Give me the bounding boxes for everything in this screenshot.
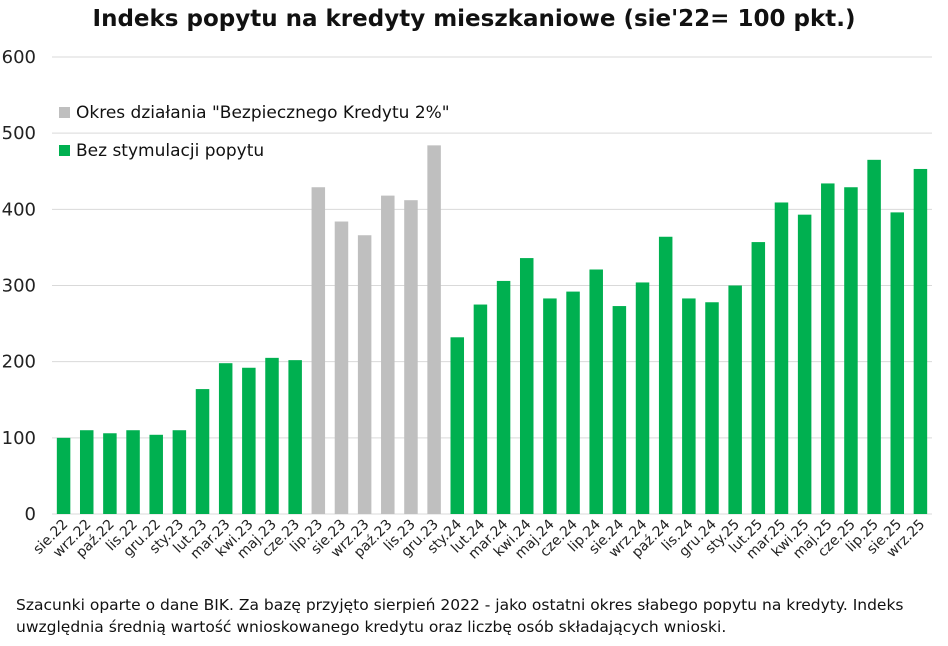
bar	[103, 433, 117, 514]
bar	[519, 258, 534, 514]
y-tick-label: 0	[25, 504, 36, 525]
bar	[381, 195, 395, 514]
legend-swatch	[59, 145, 70, 156]
bar-chart: 0 100 200 300 400 500 600 sie.22wrz.22paź.22li…	[2, 47, 932, 562]
bar	[682, 298, 696, 514]
bar	[357, 235, 372, 515]
bar	[334, 221, 349, 514]
bar	[867, 159, 881, 514]
bar	[427, 145, 441, 514]
bar	[566, 291, 580, 514]
y-tick-label: 500	[2, 123, 36, 144]
bar	[195, 389, 210, 514]
bar	[890, 212, 905, 514]
bars	[56, 145, 928, 515]
bar	[797, 214, 812, 515]
bar	[404, 200, 418, 514]
bar	[612, 306, 627, 514]
bar	[450, 337, 465, 514]
bar	[218, 363, 233, 514]
bar	[913, 168, 928, 514]
y-tick-label: 100	[2, 428, 36, 449]
bar	[265, 357, 279, 514]
bar	[56, 437, 71, 514]
bar	[751, 242, 766, 514]
legend-swatch	[59, 107, 70, 118]
bar	[172, 430, 187, 514]
bar	[705, 302, 719, 514]
bar	[821, 183, 835, 515]
bar	[126, 430, 140, 514]
chart-title: Indeks popytu na kredyty mieszkaniowe (s…	[92, 6, 856, 32]
legend-label: Bez stymulacji popytu	[76, 141, 264, 161]
bar	[658, 236, 673, 514]
bar	[473, 304, 488, 514]
bar	[79, 430, 94, 514]
bar	[844, 187, 858, 514]
bar	[149, 434, 163, 514]
x-axis: sie.22wrz.22paź.22lis.22gru.22sty.23lut.…	[30, 516, 928, 562]
bar	[311, 187, 326, 514]
bar	[496, 280, 511, 514]
bar	[589, 269, 603, 514]
legend-label: Okres działania "Bezpiecznego Kredytu 2%…	[76, 103, 450, 123]
legend: Okres działania "Bezpiecznego Kredytu 2%…	[59, 103, 450, 161]
bar	[635, 282, 650, 514]
y-axis: 0 100 200 300 400 500 600	[2, 47, 36, 525]
y-tick-label: 600	[2, 47, 36, 68]
bar	[774, 202, 789, 514]
bar	[543, 298, 557, 514]
y-tick-label: 200	[2, 352, 36, 373]
y-tick-label: 400	[2, 199, 36, 220]
y-tick-label: 300	[2, 276, 36, 297]
bar	[288, 360, 302, 514]
bar	[728, 285, 742, 514]
footnote: Szacunki oparte o dane BIK. Za bazę przy…	[16, 596, 904, 636]
bar	[242, 367, 256, 514]
